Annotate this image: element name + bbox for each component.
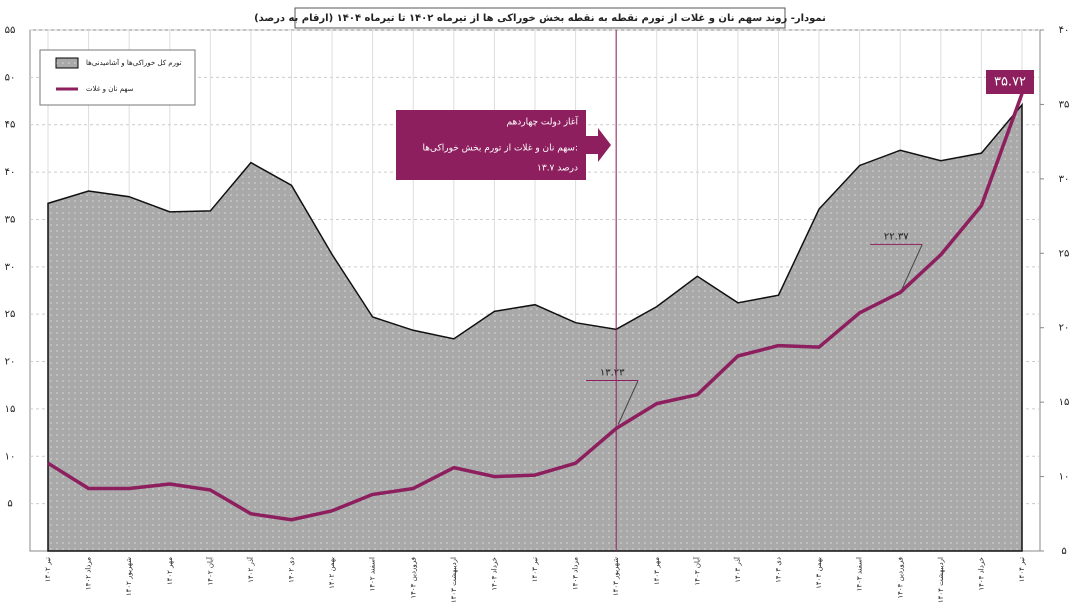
y2-tick-label: ۴۰ (1059, 25, 1070, 36)
x-tick-label: شهریور ۱۴۰۲ (125, 557, 133, 596)
x-tick-label: بهمن ۱۴۰۳ (815, 557, 823, 589)
x-tick-label: آبان ۱۴۰۳ (692, 556, 701, 585)
value-label: ۲۲.۳۷ (884, 231, 909, 242)
y2-tick-label: ۵ (1061, 546, 1066, 557)
y-tick-label: ۲۰ (5, 357, 16, 368)
x-tick-label: خرداد ۱۴۰۴ (977, 557, 985, 591)
legend: تورم کل خوراکی‌ها و آشامیدنی‌ها سهم نان … (39, 49, 196, 106)
annotation-box (396, 110, 586, 180)
x-tick-label: مرداد ۱۴۰۲ (85, 557, 93, 590)
x-tick-label: آذر ۱۴۰۳ (733, 556, 742, 583)
x-tick-label: فروردین ۱۴۰۴ (896, 557, 904, 599)
x-tick-label: شهریور ۱۴۰۳ (612, 557, 620, 596)
y-tick-label: ۱۰ (5, 451, 16, 462)
y-tick-label: ۴۰ (5, 167, 16, 178)
y2-tick-label: ۳۰ (1059, 174, 1070, 185)
x-tick-label: مهر ۱۴۰۲ (166, 557, 174, 585)
x-tick-label: آذر ۱۴۰۲ (246, 556, 255, 583)
y-tick-label: ۵۰ (5, 72, 16, 83)
x-tick-label: اسفند ۱۴۰۲ (369, 557, 377, 591)
value-label: ۳۵.۷۲ (994, 75, 1026, 90)
annotation-arrow (586, 128, 611, 162)
x-tick-label: مرداد ۱۴۰۳ (572, 557, 580, 590)
y-tick-label: ۳۰ (5, 262, 16, 273)
y2-tick-label: ۱۵ (1059, 397, 1070, 408)
x-tick-label: دی ۱۴۰۲ (288, 557, 296, 583)
title-box (294, 7, 786, 29)
annotation: آغاز دولت چهاردهم سهم نان و غلات از تورم… (396, 110, 611, 180)
chart-title: نمودار- روند سهم نان و غلات از تورم نقطه… (254, 13, 826, 24)
x-tick-label: آبان ۱۴۰۲ (205, 556, 214, 585)
y2-tick-label: ۳۵ (1059, 99, 1070, 110)
legend-label: سهم نان و غلات (86, 85, 134, 93)
x-tick-label: تیر ۱۴۰۳ (531, 557, 539, 582)
x-tick-label: اردیبهشت ۱۴۰۳ (450, 557, 458, 603)
y-tick-label: ۴۵ (5, 120, 16, 131)
y2-tick-label: ۲۰ (1059, 323, 1070, 334)
value-label-leader (901, 244, 923, 289)
x-tick-label: تیر ۱۴۰۲ (44, 557, 52, 582)
annotation-text: آغاز دولت چهاردهم (507, 116, 579, 128)
x-tick-label: اردیبهشت ۱۴۰۴ (937, 557, 945, 603)
y-tick-label: ۲۵ (5, 309, 16, 320)
y-tick-label: ۱۵ (5, 404, 16, 415)
value-label-leader (617, 380, 639, 425)
x-tick-label: دی ۱۴۰۳ (775, 557, 783, 583)
y-tick-label: ۵۵ (5, 25, 16, 36)
line (47, 93, 1024, 522)
annotation-text: سهم نان و غلات از تورم بخش خوراکی‌ها: (422, 144, 578, 154)
y2-tick-label: ۱۰ (1059, 472, 1070, 483)
x-tick-label: فروردین ۱۴۰۳ (409, 557, 417, 599)
value-label-box (986, 70, 1034, 94)
x-tick-label: خرداد ۱۴۰۳ (490, 557, 498, 591)
value-label: ۱۳.۲۳ (600, 367, 625, 378)
x-tick-label: تیر ۱۴۰۴ (1018, 557, 1026, 582)
legend-swatch (55, 57, 79, 69)
x-tick-label: اسفند ۱۴۰۳ (856, 557, 864, 591)
y-tick-label: ۳۵ (5, 214, 16, 225)
y-tick-label: ۵ (7, 499, 12, 510)
y2-tick-label: ۲۵ (1059, 248, 1070, 259)
area (47, 102, 1023, 552)
legend-label: تورم کل خوراکی‌ها و آشامیدنی‌ها (86, 58, 182, 67)
x-tick-label: بهمن ۱۴۰۲ (328, 557, 336, 589)
annotation-text: ۱۳.۷ درصد (537, 164, 578, 174)
x-tick-label: مهر ۱۴۰۳ (653, 557, 661, 585)
